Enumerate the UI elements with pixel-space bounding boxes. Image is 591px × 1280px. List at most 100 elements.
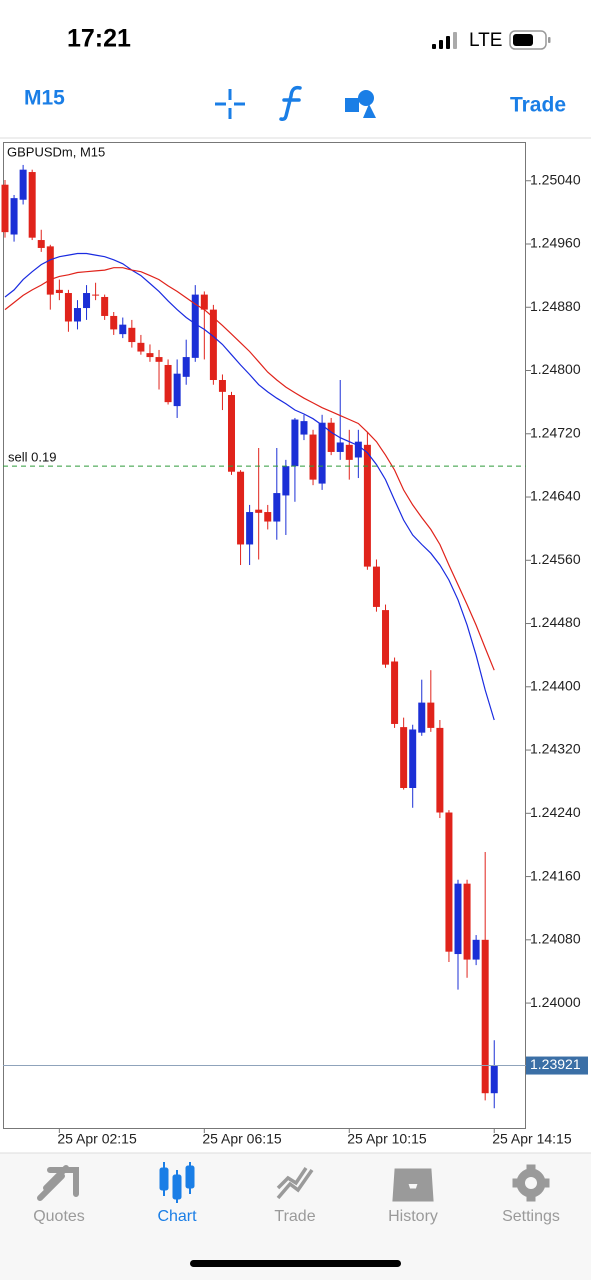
tab-label[interactable]: Settings bbox=[502, 1208, 560, 1225]
objects-button[interactable] bbox=[345, 90, 376, 118]
plot: 1.25040 1.24960 1.24880 1.24800 1.24720 1.246… bbox=[1, 164, 588, 1147]
candle-body bbox=[55, 289, 63, 294]
candle-body bbox=[1, 184, 9, 233]
candle-body bbox=[282, 466, 290, 496]
plot-frame bbox=[3, 142, 526, 1129]
candle-body bbox=[264, 512, 272, 522]
tab-label[interactable]: Quotes bbox=[33, 1208, 85, 1225]
candle-body bbox=[37, 240, 45, 248]
status-time: 17:21 bbox=[67, 25, 131, 53]
history-icon[interactable] bbox=[392, 1168, 434, 1202]
y-tick-label: 1.25040 bbox=[530, 171, 581, 187]
candle-body bbox=[345, 444, 353, 460]
candle-body bbox=[427, 702, 435, 728]
quotes-icon[interactable] bbox=[37, 1165, 79, 1201]
x-tick-label: 25 Apr 02:15 bbox=[57, 1131, 137, 1147]
y-tick-label: 1.24080 bbox=[530, 931, 581, 947]
candle-body bbox=[363, 444, 371, 567]
candle-body bbox=[110, 315, 118, 330]
indicators-button[interactable] bbox=[279, 85, 302, 121]
candle-body bbox=[209, 309, 217, 380]
candle-body bbox=[336, 442, 344, 452]
candle-body bbox=[128, 327, 136, 343]
candle-body bbox=[73, 308, 81, 322]
y-tick-label: 1.24160 bbox=[530, 867, 581, 883]
candle-body bbox=[255, 509, 263, 513]
y-tick-label: 1.24480 bbox=[530, 614, 581, 630]
moving-average bbox=[4, 267, 495, 671]
y-tick-label: 1.24240 bbox=[530, 804, 581, 820]
network-label: LTE bbox=[469, 30, 502, 51]
candle-body bbox=[137, 342, 145, 352]
candle-body bbox=[327, 422, 335, 452]
chart-title: GBPUSDm, M15 bbox=[7, 144, 105, 159]
candle-body bbox=[228, 395, 235, 472]
tab-label[interactable]: Trade bbox=[274, 1208, 315, 1225]
candle-body bbox=[101, 296, 109, 316]
candle-body bbox=[372, 566, 380, 607]
y-tick-label: 1.24320 bbox=[530, 741, 581, 757]
candle-body bbox=[318, 422, 326, 484]
candle-body bbox=[354, 441, 362, 458]
candle-body bbox=[191, 294, 199, 358]
candle-body bbox=[490, 1065, 498, 1094]
candle-body bbox=[273, 493, 281, 522]
candle-body bbox=[391, 661, 399, 724]
candle-body bbox=[10, 198, 18, 235]
candle-body bbox=[64, 293, 72, 322]
candle-body bbox=[291, 419, 299, 467]
candle-body bbox=[237, 471, 245, 545]
candle-body bbox=[454, 883, 462, 955]
settings-icon[interactable] bbox=[512, 1164, 550, 1202]
battery-icon bbox=[509, 30, 551, 50]
candle-body bbox=[400, 727, 408, 788]
y-tick-label: 1.24400 bbox=[530, 677, 581, 693]
candle-body bbox=[164, 364, 172, 403]
y-tick-label: 1.24000 bbox=[530, 994, 581, 1010]
candle-body bbox=[463, 883, 471, 960]
y-tick-label: 1.24880 bbox=[530, 298, 581, 314]
x-tick-label: 25 Apr 06:15 bbox=[202, 1131, 282, 1147]
candle-body bbox=[146, 353, 154, 358]
price-tag-label: 1.23921 bbox=[530, 1056, 581, 1072]
tab-label[interactable]: History bbox=[388, 1208, 438, 1225]
tab-bar bbox=[0, 1153, 591, 1280]
y-tick-label: 1.24560 bbox=[530, 551, 581, 567]
candle-body bbox=[92, 294, 100, 296]
x-tick-label: 25 Apr 14:15 bbox=[492, 1131, 572, 1147]
trade-icon[interactable] bbox=[276, 1167, 314, 1200]
sell-label: sell 0.19 bbox=[8, 450, 56, 465]
candle-body bbox=[46, 246, 54, 295]
home-indicator bbox=[190, 1260, 401, 1267]
candle-body bbox=[445, 812, 453, 952]
candle-body bbox=[119, 324, 127, 335]
candle-body bbox=[28, 172, 36, 238]
candle-body bbox=[409, 729, 417, 788]
candle-body bbox=[246, 512, 254, 545]
y-tick-label: 1.24720 bbox=[530, 424, 581, 440]
candle-body bbox=[83, 293, 91, 309]
candle-body bbox=[155, 357, 163, 362]
candle-body bbox=[472, 939, 480, 960]
candle-body bbox=[309, 434, 317, 480]
chart-icon[interactable] bbox=[159, 1162, 195, 1203]
candle-body bbox=[200, 294, 208, 310]
crosshair-button[interactable] bbox=[215, 89, 245, 119]
candle-body bbox=[173, 373, 181, 407]
timeframe-button[interactable]: M15 bbox=[24, 87, 65, 110]
candle-body bbox=[382, 610, 390, 665]
candle-body bbox=[19, 169, 27, 200]
candle-body bbox=[418, 702, 426, 733]
tab-label[interactable]: Chart bbox=[157, 1208, 197, 1225]
trade-button[interactable]: Trade bbox=[510, 94, 566, 117]
moving-average bbox=[4, 252, 495, 721]
x-tick-label: 25 Apr 10:15 bbox=[347, 1131, 427, 1147]
candle-body bbox=[218, 380, 226, 392]
y-tick-label: 1.24960 bbox=[530, 235, 581, 251]
y-tick-label: 1.24640 bbox=[530, 488, 581, 504]
signal-icon bbox=[432, 32, 457, 49]
candle-body bbox=[481, 939, 489, 1094]
candle-body bbox=[436, 727, 444, 813]
